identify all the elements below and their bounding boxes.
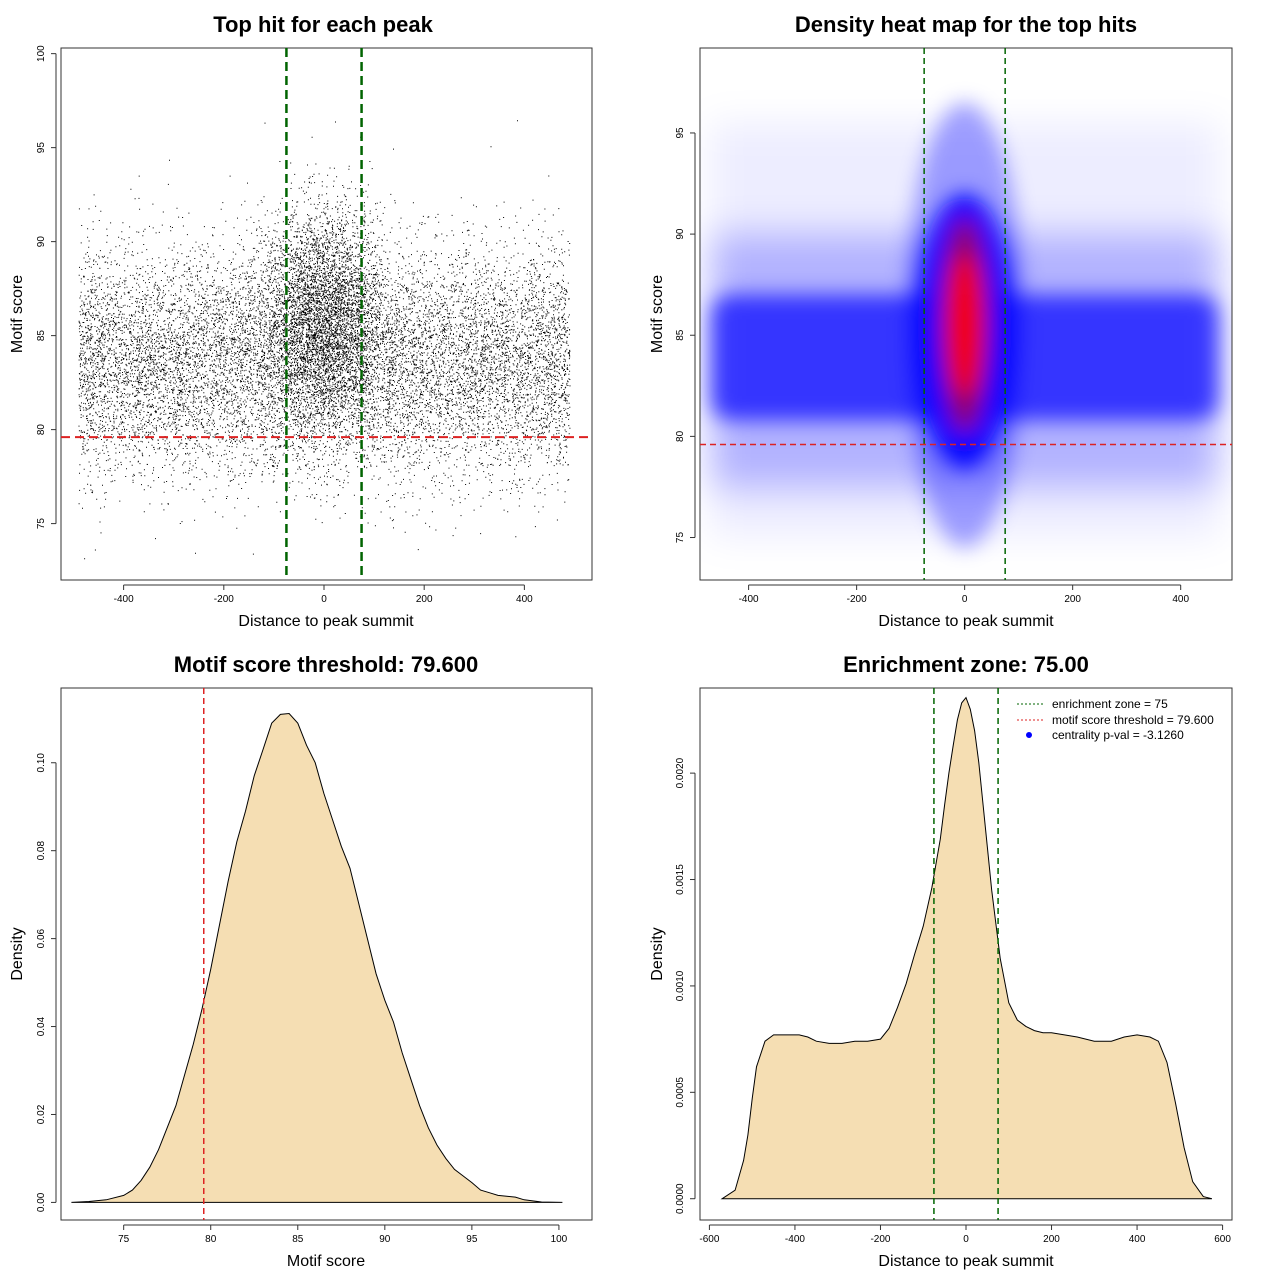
y-axis-label: Density (649, 927, 666, 980)
x-tick-label: 0 (962, 594, 968, 605)
y-tick-label: 80 (36, 424, 47, 436)
chart-title: Top hit for each peak (213, 12, 433, 37)
x-tick-label: 75 (118, 1234, 130, 1245)
y-tick-label: 85 (36, 330, 47, 342)
y-axis-label: Density (9, 927, 26, 980)
legend-entry: motif score threshold = 79.600 (1052, 713, 1214, 727)
y-tick-label: 0.0010 (675, 970, 686, 1001)
x-tick-label: 400 (1172, 594, 1189, 605)
y-axis: 75 80 85 90 95 (675, 127, 696, 544)
x-tick-label: 200 (1064, 594, 1081, 605)
y-tick-label: 95 (36, 142, 47, 154)
y-tick-label: 0.0015 (675, 864, 686, 895)
plot-frame (699, 47, 1233, 581)
x-tick-label: 400 (516, 594, 533, 605)
x-axis: -400 -200 0 200 400 (739, 584, 1189, 605)
plot-frame (699, 687, 1233, 1221)
x-tick-label: 600 (1214, 1234, 1231, 1245)
y-axis: 0.0000 0.0005 0.0010 0.0015 0.0020 (675, 757, 696, 1214)
plot-frame (60, 47, 593, 581)
x-tick-label: -400 (114, 594, 134, 605)
legend-swatch-pval (1026, 732, 1032, 738)
legend: enrichment zone = 75 motif score thresho… (1017, 697, 1214, 742)
chart-title: Enrichment zone: 75.00 (843, 652, 1089, 677)
y-tick-label: 0.06 (36, 928, 47, 948)
scatter-points (78, 120, 571, 560)
y-tick-label: 0.04 (36, 1016, 47, 1036)
y-axis: 0.00 0.02 0.04 0.06 0.08 0.10 (36, 753, 57, 1212)
x-tick-label: 0 (321, 594, 327, 605)
y-axis-label: Motif score (649, 275, 666, 353)
scatter-point-cloud (78, 120, 571, 560)
x-axis-label: Distance to peak summit (238, 613, 414, 630)
reference-lines (933, 688, 999, 1220)
x-tick-label: 400 (1129, 1234, 1146, 1245)
x-axis: 75 80 85 90 95 100 (118, 1224, 568, 1245)
x-tick-label: 200 (1043, 1234, 1060, 1245)
y-tick-label: 100 (36, 45, 47, 62)
y-axis: 75 80 85 90 95 100 (36, 45, 57, 530)
legend-entry: enrichment zone = 75 (1052, 697, 1168, 711)
panel-scatter: Top hit for each peak -400 -200 0 200 400 75… (9, 12, 593, 630)
x-tick-label: 200 (416, 594, 433, 605)
panel-score-density: Motif score threshold: 79.600 75 80 85 90 95… (9, 652, 593, 1270)
y-tick-label: 95 (675, 127, 686, 139)
y-tick-label: 75 (675, 532, 686, 544)
x-axis-label: Distance to peak summit (878, 1253, 1054, 1270)
x-tick-label: 90 (379, 1234, 391, 1245)
x-tick-label: -400 (785, 1234, 805, 1245)
y-tick-label: 0.0005 (675, 1077, 686, 1108)
reference-lines (61, 48, 592, 580)
y-tick-label: 0.0020 (675, 757, 686, 788)
x-axis: -400 -200 0 200 400 (114, 584, 533, 605)
y-tick-label: 80 (675, 430, 686, 442)
x-axis-label: Distance to peak summit (878, 613, 1054, 630)
x-tick-label: 100 (551, 1234, 568, 1245)
y-tick-label: 85 (675, 329, 686, 341)
x-axis: -600 -400 -200 0 200 400 600 (699, 1224, 1231, 1245)
x-tick-label: -200 (870, 1234, 890, 1245)
x-tick-label: 0 (963, 1234, 969, 1245)
x-tick-label: -400 (739, 594, 759, 605)
x-tick-label: 85 (292, 1234, 304, 1245)
legend-entry: centrality p-val = -3.1260 (1052, 728, 1184, 742)
plot-frame (60, 687, 593, 1221)
chart-title: Motif score threshold: 79.600 (174, 652, 478, 677)
heatmap-density (700, 48, 1232, 580)
y-tick-label: 0.00 (36, 1192, 47, 1212)
y-tick-label: 0.08 (36, 841, 47, 861)
y-tick-label: 0.02 (36, 1104, 47, 1124)
panel-heatmap: Density heat map for the top hits -400 -2… (649, 12, 1233, 630)
density-area (720, 696, 1213, 1200)
x-tick-label: -600 (699, 1234, 719, 1245)
y-tick-label: 0.10 (36, 753, 47, 773)
reference-lines (700, 48, 1232, 580)
y-tick-label: 0.0000 (675, 1183, 686, 1214)
x-tick-label: 80 (205, 1234, 217, 1245)
density-area (71, 712, 563, 1203)
y-tick-label: 90 (675, 228, 686, 240)
y-tick-label: 75 (36, 518, 47, 530)
x-tick-label: -200 (847, 594, 867, 605)
chart-title: Density heat map for the top hits (795, 12, 1137, 37)
panel-distance-density: Enrichment zone: 75.00 -600 -400 -200 0 200 4… (649, 652, 1233, 1270)
y-axis-label: Motif score (9, 275, 26, 353)
x-axis-label: Motif score (287, 1253, 365, 1270)
y-tick-label: 90 (36, 236, 47, 248)
x-tick-label: 95 (466, 1234, 478, 1245)
x-tick-label: -200 (214, 594, 234, 605)
